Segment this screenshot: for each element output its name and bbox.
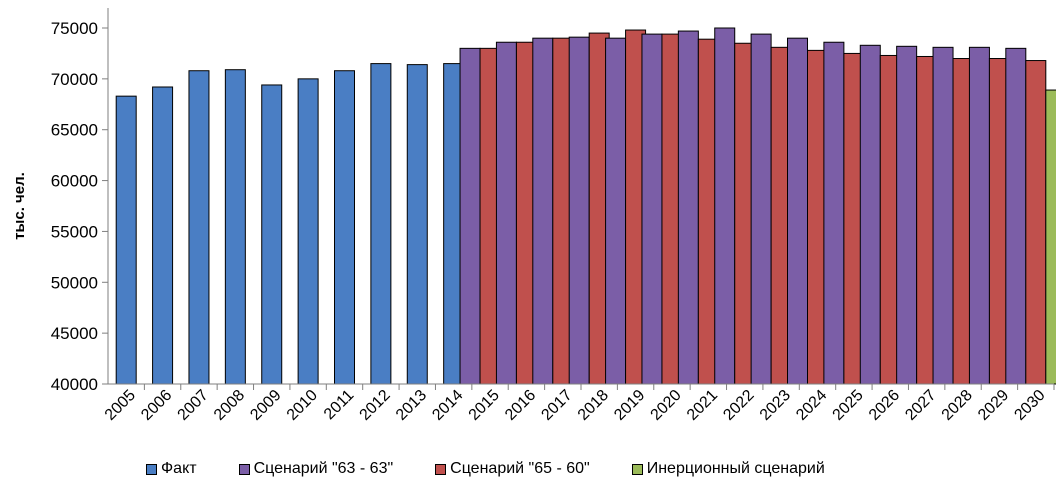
x-tick-label: 2007 xyxy=(175,387,212,424)
x-tick-label: 2009 xyxy=(247,387,284,424)
x-tick-label: 2021 xyxy=(684,387,721,424)
x-tick-label: 2020 xyxy=(648,387,685,424)
legend-label-fact: Факт xyxy=(161,460,197,477)
x-tick-label: 2025 xyxy=(830,387,867,424)
y-tick-label: 75000 xyxy=(51,19,98,38)
x-tick-label: 2016 xyxy=(502,387,539,424)
bar xyxy=(459,47,481,385)
legend-item-scenario-63-63: Сценарий "63 - 63" xyxy=(238,460,394,478)
bar xyxy=(334,70,355,385)
y-tick-label: 65000 xyxy=(51,121,98,140)
bar xyxy=(532,37,554,385)
legend-label-scenario-65-60: Сценарий "65 - 60" xyxy=(450,460,590,477)
x-tick-label: 2017 xyxy=(538,387,575,424)
x-tick-label: 2022 xyxy=(720,387,757,424)
x-tick-label: 2008 xyxy=(211,387,248,424)
bar xyxy=(823,41,845,385)
legend-item-inertial-scenario: Инерционный сценарий xyxy=(631,460,825,478)
bar xyxy=(370,63,392,385)
x-tick-label: 2028 xyxy=(939,387,976,424)
legend-label-inertial-scenario: Инерционный сценарий xyxy=(646,460,825,477)
legend-swatch-fact xyxy=(146,463,157,475)
bar xyxy=(115,95,137,385)
bar xyxy=(750,33,772,385)
y-axis-label: тыс. чел. xyxy=(11,172,28,240)
legend-swatch-inertial-scenario xyxy=(631,463,643,475)
x-tick-label: 2011 xyxy=(321,387,357,423)
bar xyxy=(932,46,954,385)
bar xyxy=(787,37,808,385)
bar xyxy=(406,64,428,385)
bar xyxy=(605,37,627,385)
x-tick-label: 2029 xyxy=(975,387,1012,424)
bar xyxy=(495,41,517,385)
x-tick-label: 2005 xyxy=(102,387,139,424)
x-tick-label: 2019 xyxy=(611,387,648,424)
bar xyxy=(714,27,736,385)
bar xyxy=(224,69,246,385)
x-tick-label: 2027 xyxy=(902,387,939,424)
y-tick-label: 50000 xyxy=(51,273,98,292)
bar xyxy=(152,86,174,385)
x-tick-label: 2006 xyxy=(138,387,175,424)
bar xyxy=(641,33,663,385)
x-tick-label: 2013 xyxy=(393,387,430,424)
bar xyxy=(1045,89,1056,385)
x-tick-label: 2010 xyxy=(284,387,321,424)
x-tick-label: 2023 xyxy=(757,387,794,424)
legend: Факт Сценарий "63 - 63" Сценарий "65 - 6… xyxy=(146,458,867,480)
x-tick-label: 2015 xyxy=(466,387,503,424)
x-tick-label: 2024 xyxy=(793,387,830,424)
legend-swatch-scenario-63-63 xyxy=(238,463,250,475)
bar xyxy=(968,46,990,385)
x-tick-label: 2018 xyxy=(575,387,612,424)
bar xyxy=(859,44,881,385)
y-tick-label: 55000 xyxy=(51,222,98,241)
x-tick-label: 2026 xyxy=(866,387,903,424)
bar xyxy=(188,70,210,385)
y-tick-label: 40000 xyxy=(51,375,98,394)
legend-swatch-scenario-65-60 xyxy=(435,463,447,475)
bar xyxy=(261,84,283,385)
bar xyxy=(1025,60,1047,385)
x-tick-label: 2014 xyxy=(429,387,466,424)
y-tick-label: 60000 xyxy=(51,172,98,191)
x-tick-label: 2012 xyxy=(357,387,394,424)
bar xyxy=(297,78,319,385)
bar xyxy=(896,45,918,385)
legend-item-scenario-65-60: Сценарий "65 - 60" xyxy=(435,460,590,478)
bar xyxy=(568,36,590,385)
legend-item-fact: Факт xyxy=(146,460,197,478)
x-tick-label: 2030 xyxy=(1011,387,1048,424)
y-tick-label: 70000 xyxy=(51,70,98,89)
bar xyxy=(1005,47,1027,385)
bar xyxy=(677,30,699,385)
legend-label-scenario-63-63: Сценарий "63 - 63" xyxy=(253,460,394,477)
y-tick-label: 45000 xyxy=(51,324,98,343)
